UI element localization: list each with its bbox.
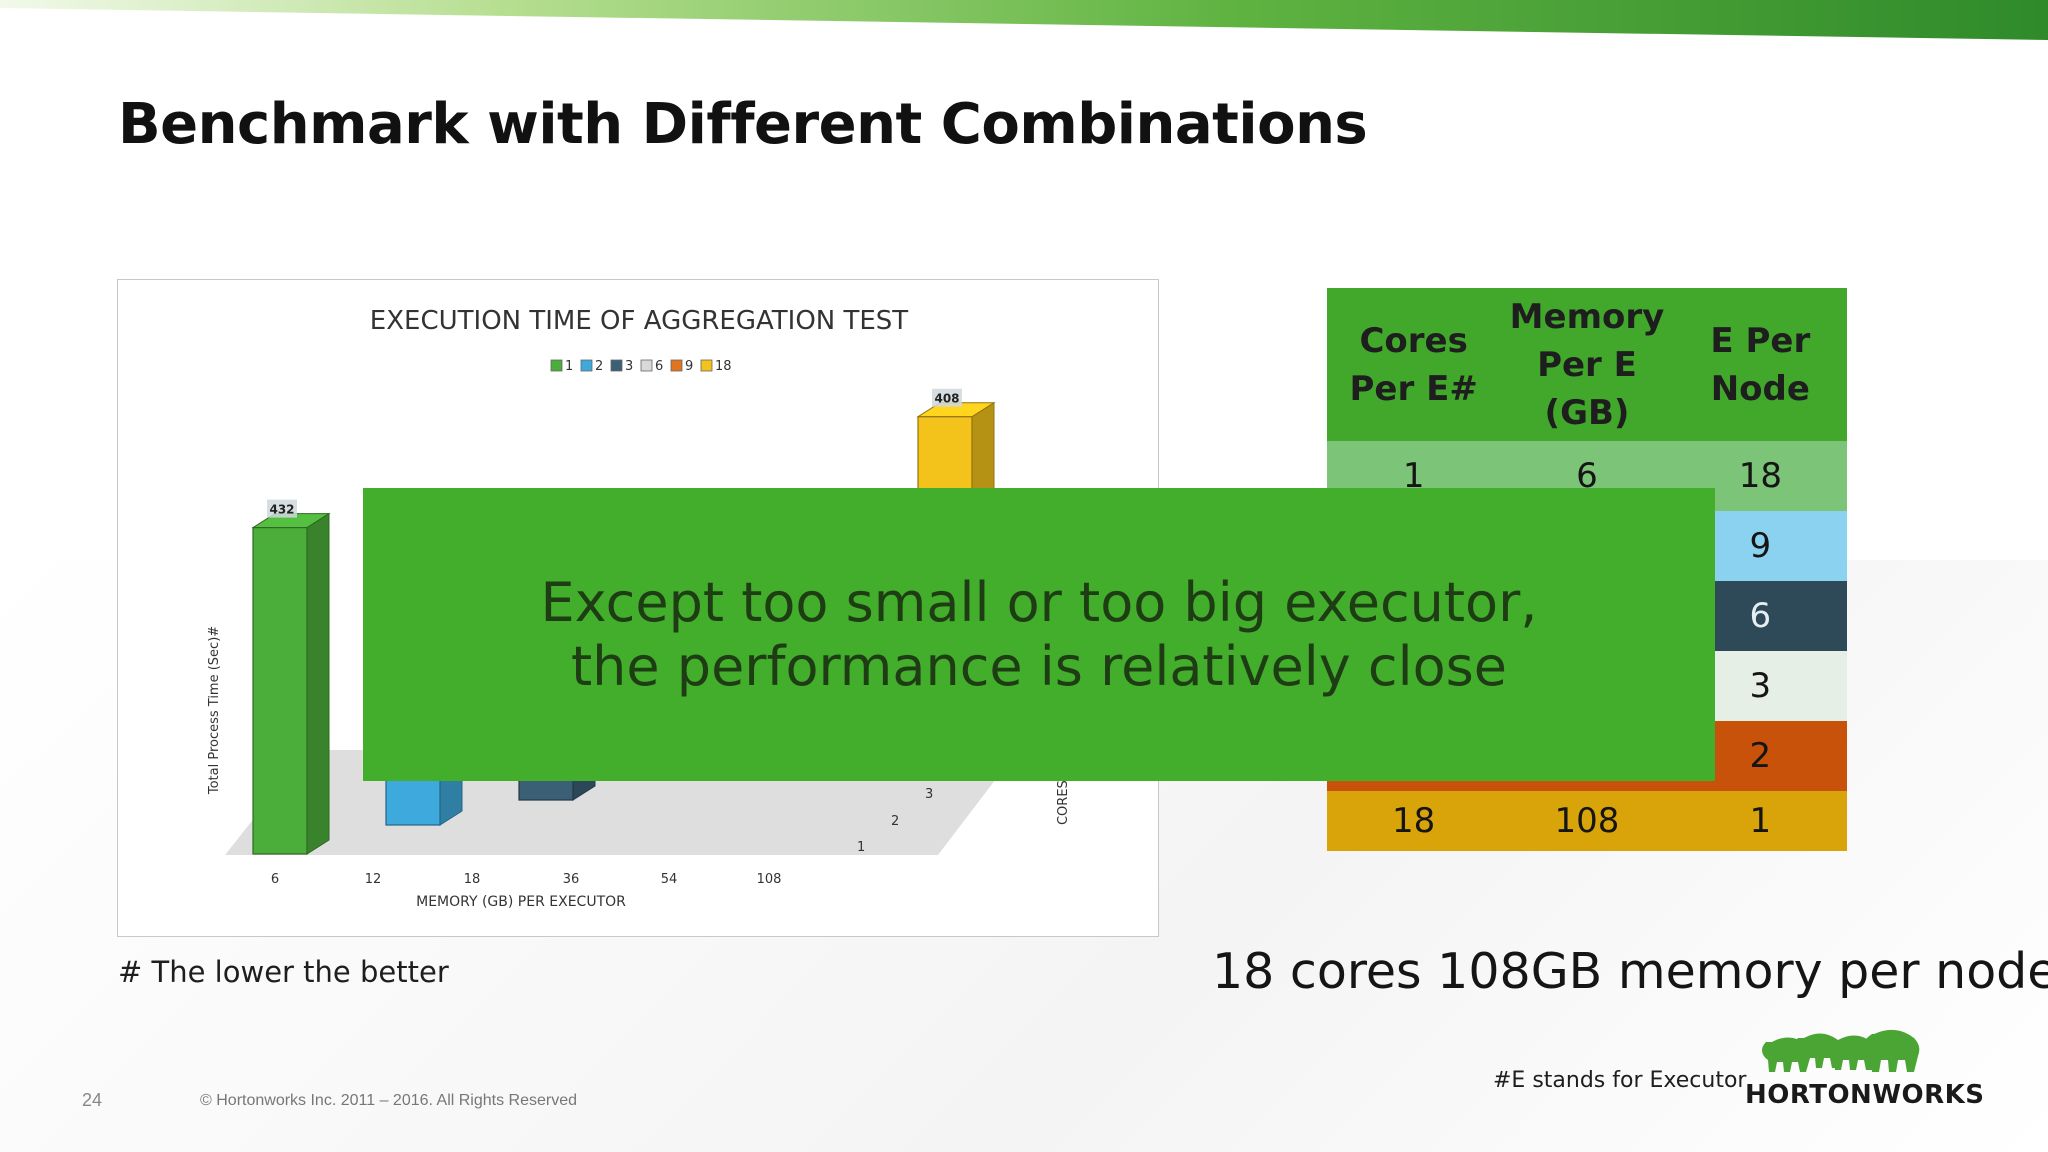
legend-swatch-9 bbox=[670, 359, 683, 372]
legend-label-1: 1 bbox=[565, 359, 573, 374]
legend-label-3: 3 bbox=[625, 359, 633, 374]
callout-text: Except too small or too big executor, th… bbox=[540, 570, 1538, 698]
table-header-row: Cores Per E# Memory Per E (GB) E Per Nod… bbox=[1327, 288, 1847, 441]
table-row: 18 108 1 bbox=[1327, 791, 1847, 851]
header-line: Node bbox=[1710, 368, 1810, 409]
footnote-executor: #E stands for Executor bbox=[1493, 1068, 1747, 1093]
bar-series-1 bbox=[251, 512, 331, 855]
legend-label-18: 18 bbox=[715, 359, 732, 374]
x-tick-label: 6 bbox=[271, 872, 279, 887]
header-executors-per-node: E Per Node bbox=[1673, 288, 1847, 441]
legend-swatch-1 bbox=[550, 359, 563, 372]
header-line: Per E# bbox=[1331, 365, 1496, 413]
x-axis-label: MEMORY (GB) PER EXECUTOR bbox=[416, 894, 626, 910]
depth-axis-ticks: 1 2 3 bbox=[857, 787, 933, 855]
depth-tick-label: 2 bbox=[891, 814, 899, 829]
header-line: Memory bbox=[1509, 296, 1665, 337]
legend-label-2: 2 bbox=[595, 359, 603, 374]
header-line: Per E bbox=[1537, 344, 1637, 385]
chart-legend: 1 2 3 6 9 18 bbox=[550, 359, 732, 374]
callout-overlay: Except too small or too big executor, th… bbox=[363, 488, 1715, 781]
x-tick-label: 54 bbox=[661, 872, 678, 887]
x-tick-label: 18 bbox=[464, 872, 481, 887]
header-line: Cores bbox=[1359, 320, 1468, 361]
legend-swatch-18 bbox=[700, 359, 713, 372]
page-title: Benchmark with Different Combinations bbox=[118, 92, 1368, 157]
x-tick-label: 12 bbox=[365, 872, 382, 887]
table-cell: 108 bbox=[1500, 791, 1674, 851]
table-cell: 1 bbox=[1673, 791, 1847, 851]
footnote-lower-better: # The lower the better bbox=[118, 955, 449, 989]
depth-tick-label: 1 bbox=[857, 840, 865, 855]
header-memory-per-executor: Memory Per E (GB) bbox=[1500, 288, 1674, 441]
summary-text: 18 cores 108GB memory per node bbox=[1212, 943, 2048, 1000]
depth-tick-label: 3 bbox=[925, 787, 933, 802]
chart-title: EXECUTION TIME OF AGGREGATION TEST bbox=[370, 306, 909, 336]
header-text: Per E# bbox=[1349, 368, 1478, 409]
x-tick-label: 108 bbox=[757, 872, 782, 887]
header-accent-bar bbox=[0, 0, 2048, 42]
legend-label-9: 9 bbox=[685, 359, 693, 374]
hortonworks-elephant-logo-icon bbox=[1762, 1029, 1920, 1072]
data-label-box bbox=[267, 499, 297, 518]
legend-label-6: 6 bbox=[655, 359, 663, 374]
data-label: 432 bbox=[269, 503, 294, 517]
data-label: 408 bbox=[934, 392, 959, 406]
page-number: 24 bbox=[82, 1090, 103, 1110]
x-axis-ticks: 6 12 18 36 54 108 bbox=[271, 872, 782, 887]
y-axis-label: Total Process Time (Sec)# bbox=[207, 626, 222, 795]
logo-wordmark: HORTONWORKS bbox=[1745, 1080, 1985, 1110]
x-tick-label: 36 bbox=[563, 872, 580, 887]
header-line: E Per bbox=[1710, 320, 1811, 361]
table-cell: 18 bbox=[1327, 791, 1501, 851]
legend-swatch-3 bbox=[610, 359, 623, 372]
legend-swatch-2 bbox=[580, 359, 593, 372]
header-line: (GB) bbox=[1544, 392, 1630, 433]
legend-swatch-6 bbox=[640, 359, 653, 372]
header-cores-per-executor: Cores Per E# bbox=[1327, 288, 1501, 441]
data-label-box bbox=[932, 388, 962, 407]
copyright-notice: © Hortonworks Inc. 2011 – 2016. All Righ… bbox=[200, 1092, 578, 1109]
